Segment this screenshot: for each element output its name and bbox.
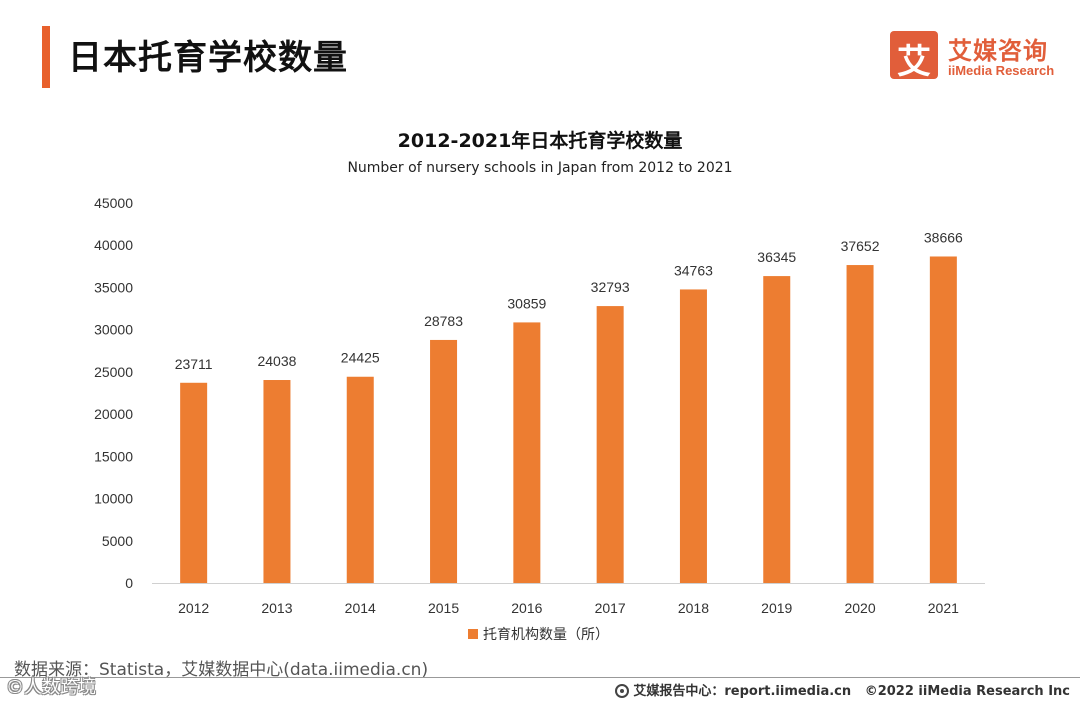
page-title: 日本托育学校数量 <box>68 38 348 78</box>
data-label: 23711 <box>175 356 213 372</box>
bar <box>346 376 374 583</box>
y-tick-label: 35000 <box>94 279 133 295</box>
y-tick-label: 20000 <box>94 406 133 422</box>
y-tick-label: 30000 <box>94 322 133 338</box>
data-label: 32793 <box>591 279 630 295</box>
footer-divider <box>0 677 1080 678</box>
legend-label: 托育机构数量（所） <box>483 627 609 643</box>
x-tick-label: 2015 <box>428 600 459 616</box>
logo-name-cn: 艾媒咨询 <box>948 37 1048 65</box>
x-tick-label: 2016 <box>511 600 542 616</box>
x-tick-label: 2018 <box>678 600 709 616</box>
data-label: 24038 <box>257 353 296 369</box>
y-tick-label: 5000 <box>102 533 133 549</box>
x-tick-label: 2012 <box>178 600 209 616</box>
title-accent-bar <box>42 26 50 88</box>
data-label: 36345 <box>757 249 796 265</box>
data-label: 37652 <box>841 238 880 254</box>
y-tick-label: 0 <box>125 575 133 591</box>
logo-name-en: iiMedia Research <box>948 63 1055 78</box>
bar <box>846 265 874 583</box>
logo-mark-glyph: 艾 <box>897 42 931 82</box>
legend-swatch <box>468 629 478 639</box>
iimedia-logo: 艾 艾媒咨询 iiMedia Research <box>890 31 1060 82</box>
bar <box>596 306 624 583</box>
data-label: 34763 <box>674 262 713 278</box>
y-tick-label: 40000 <box>94 237 133 253</box>
data-label: 28783 <box>424 313 463 329</box>
chart-subtitle: Number of nursery schools in Japan from … <box>347 160 733 176</box>
bar <box>180 382 208 583</box>
chart-title: 2012-2021年日本托育学校数量 <box>397 130 683 152</box>
x-tick-label: 2019 <box>761 600 792 616</box>
x-tick-label: 2020 <box>844 600 875 616</box>
footer-credit: 艾媒报告中心：report.iimedia.cn ©2022 iiMedia R… <box>615 680 1070 699</box>
bar <box>430 339 458 583</box>
watermark: ©人数跨境 <box>6 677 96 698</box>
bar <box>929 256 957 583</box>
y-tick-label: 45000 <box>94 195 133 211</box>
x-tick-label: 2013 <box>261 600 292 616</box>
bar <box>679 289 707 583</box>
x-tick-label: 2017 <box>595 600 626 616</box>
data-source: 数据来源：Statista，艾媒数据中心(data.iimedia.cn) <box>14 660 429 680</box>
data-label: 30859 <box>507 295 546 311</box>
data-label: 38666 <box>924 229 963 245</box>
data-label: 24425 <box>341 350 380 366</box>
bar <box>263 380 291 583</box>
x-tick-label: 2014 <box>345 600 376 616</box>
y-tick-label: 10000 <box>94 491 133 507</box>
bar <box>513 322 541 583</box>
logo-mark: 艾 <box>890 31 938 82</box>
y-tick-label: 15000 <box>94 448 133 464</box>
y-tick-label: 25000 <box>94 364 133 380</box>
copyright: ©2022 iiMedia Research Inc <box>864 684 1070 699</box>
bar <box>763 276 791 583</box>
report-center-link[interactable]: 艾媒报告中心：report.iimedia.cn <box>633 684 852 699</box>
report-center-icon <box>615 684 630 698</box>
x-tick-label: 2021 <box>928 600 959 616</box>
